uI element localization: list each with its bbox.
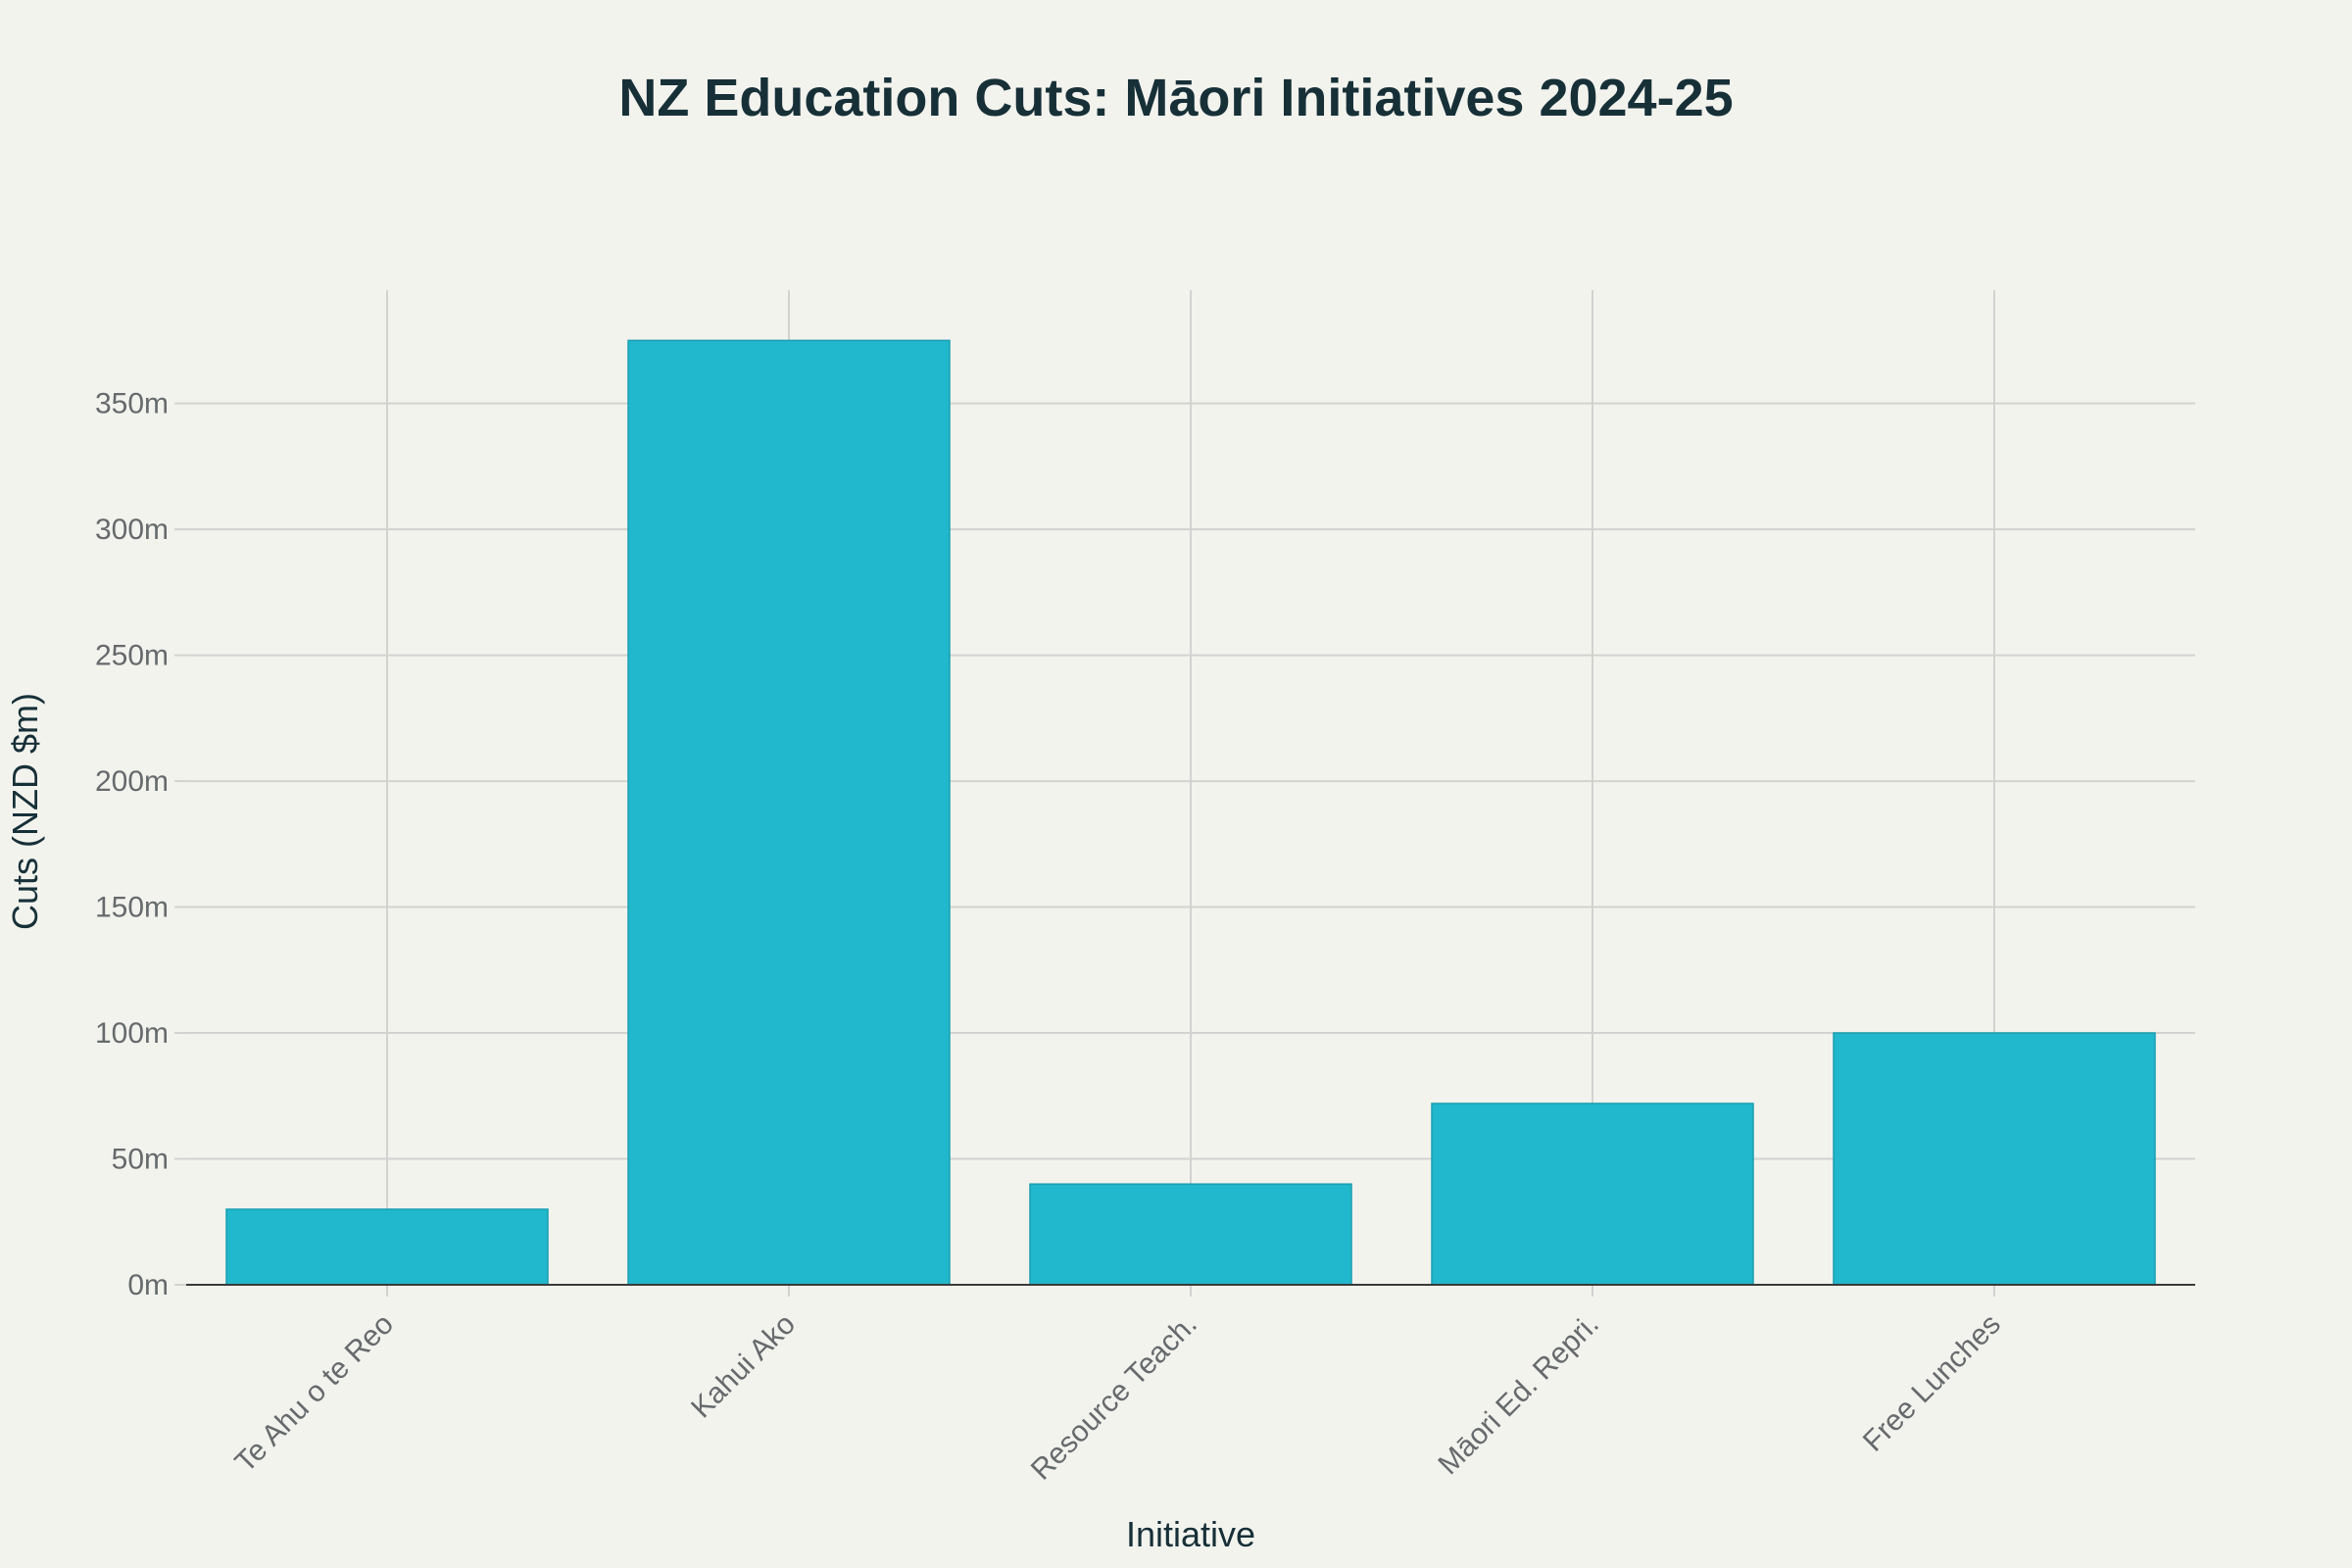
y-tick-label: 50m: [112, 1144, 169, 1176]
y-tick-label: 350m: [95, 388, 169, 420]
x-tick-label: Te Ahu o te Reo: [229, 1308, 400, 1479]
bars: [225, 339, 2156, 1286]
y-axis-title: Cuts (NZD $m): [5, 693, 45, 930]
bar-4: [1431, 1102, 1754, 1286]
bar-1: [225, 1208, 549, 1286]
y-tick-label: 250m: [95, 640, 169, 672]
x-tick-labels: Te Ahu o te Reo Kahui Ako Resource Teach. M…: [229, 1308, 2007, 1487]
y-tick-label: 100m: [95, 1017, 169, 1050]
bar-5: [1833, 1032, 2156, 1286]
y-tick-label: 150m: [95, 892, 169, 924]
x-tick-label: Resource Teach.: [1025, 1308, 1203, 1487]
bar-2: [627, 339, 951, 1286]
x-tick-label: Kahui Ako: [685, 1308, 802, 1425]
x-axis-title: Initiative: [1126, 1514, 1255, 1554]
chart-title: NZ Education Cuts: Māori Initiatives 202…: [618, 69, 1733, 127]
y-tick-label: 200m: [95, 765, 169, 798]
y-tick-labels: 0m 50m 100m 150m 200m 250m 300m 350m: [95, 388, 169, 1301]
x-tick-label: Free Lunches: [1857, 1308, 2007, 1458]
bar-3: [1029, 1183, 1352, 1286]
y-tick-label: 300m: [95, 514, 169, 546]
x-tick-label: Māori Ed. Repri.: [1432, 1308, 1605, 1482]
y-tick-label: 0m: [127, 1269, 169, 1301]
